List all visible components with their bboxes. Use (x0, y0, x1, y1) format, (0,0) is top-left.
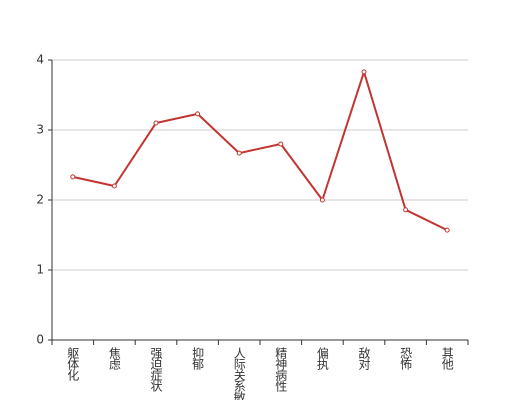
x-tick-label: 躯体化 (66, 346, 80, 382)
point (361, 69, 367, 75)
y-tick-label: 2 (36, 193, 44, 207)
point (278, 141, 284, 147)
x-tick-label: 恐怖 (399, 347, 413, 370)
point (444, 227, 450, 233)
x-tick-label: 强迫症状 (149, 347, 163, 392)
x-tick-label: 人际关系敏感 (232, 347, 246, 400)
point (195, 111, 201, 117)
x-tick-label: 焦虑 (107, 347, 121, 370)
point (403, 207, 409, 213)
x-tick-label: 其他 (440, 347, 454, 370)
y-tick-label: 1 (36, 263, 44, 277)
y-tick-label: 0 (36, 333, 44, 347)
line (72, 70, 448, 231)
y-tick-label: 3 (36, 123, 44, 137)
point (153, 120, 159, 126)
x-tick-label: 偏执 (315, 346, 329, 371)
point (319, 197, 325, 203)
x-tick-label: 敌对 (357, 346, 371, 370)
point (70, 174, 76, 180)
x-tick-label: 精神病性 (274, 347, 288, 393)
y-tick-label: 4 (36, 53, 44, 67)
point (111, 183, 117, 189)
point (236, 150, 242, 156)
x-tick-label: 抑郁 (191, 346, 205, 371)
